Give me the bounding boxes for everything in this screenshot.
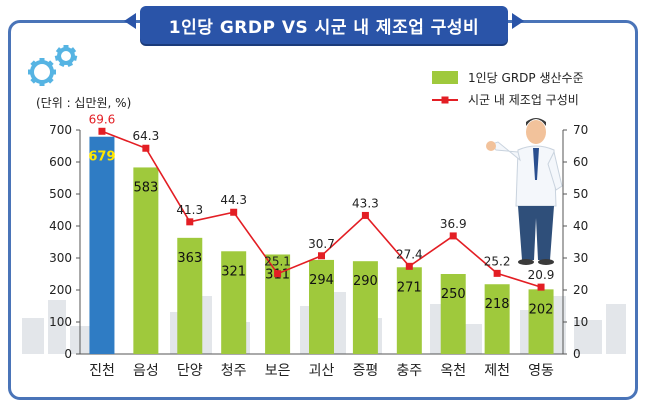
axes: 0 100 200 300 400 500 600 700 0 10 20 30 40 50 60 70 진천 음… (49, 123, 588, 379)
skyline-building (48, 300, 66, 354)
line-point (98, 127, 106, 135)
gear-icon (54, 45, 78, 67)
line-data-label: 25.1 (264, 255, 291, 269)
y-left-tick-label: 500 (49, 187, 72, 201)
line-data-label: 27.4 (396, 247, 423, 261)
y-right-tick-label: 40 (573, 219, 588, 233)
x-tick-label: 영동 (528, 363, 554, 379)
bar (396, 267, 422, 354)
y-left-tick-label: 400 (49, 219, 72, 233)
y-left-tick-label: 100 (49, 315, 72, 329)
bar-data-label: 679 (88, 150, 115, 165)
legend-label-line: 시군 내 제조업 구성비 (468, 93, 579, 107)
x-tick-label: 음성 (133, 363, 159, 379)
line-point (318, 252, 325, 260)
line-point (405, 262, 413, 270)
line-series: 69.6 64.3 41.3 44.3 25.1 30.7 43.3 27.4 36.9 25.2… (89, 112, 555, 291)
y-right-tick-label: 50 (573, 187, 588, 201)
skyline-building (574, 320, 602, 354)
bar (309, 259, 334, 354)
line-data-label: 64.3 (133, 129, 160, 143)
line-data-label: 30.7 (308, 237, 335, 251)
y-right-tick-label: 70 (573, 123, 588, 137)
bar-data-label: 294 (309, 273, 334, 288)
y-left-tick-label: 0 (64, 347, 72, 361)
bar-data-label: 250 (441, 287, 466, 302)
line-point (186, 218, 194, 226)
y-left-tick-label: 200 (49, 283, 72, 297)
skyline-building (22, 318, 44, 354)
x-tick-label: 진천 (89, 363, 115, 379)
x-tick-label: 단양 (177, 363, 203, 379)
line-data-label: 20.9 (528, 268, 555, 282)
y-right-tick-label: 30 (573, 251, 588, 265)
unit-label: (단위 : 십만원, %) (36, 96, 131, 110)
skyline-building (606, 304, 626, 354)
line-point (230, 208, 238, 216)
businessman-illustration (486, 118, 563, 265)
bar-data-label: 271 (397, 280, 422, 295)
banner-left-arrow (124, 13, 136, 29)
x-tick-label: 제천 (484, 363, 510, 379)
y-right-tick-label: 60 (573, 155, 588, 169)
banner-right-arrow (512, 13, 524, 29)
bar (133, 167, 159, 354)
bar-data-label: 218 (485, 297, 510, 312)
line-point (274, 270, 282, 278)
y-right-tick-label: 20 (573, 283, 588, 297)
bar-series: 679583363321311294290271250218202 (88, 136, 554, 354)
line-point (537, 283, 545, 291)
line-point (361, 211, 369, 219)
gears-icon (28, 45, 78, 86)
bar-data-label: 290 (353, 274, 378, 289)
bar (221, 251, 247, 354)
line-data-label: 41.3 (176, 203, 203, 217)
line-data-label: 44.3 (220, 193, 247, 207)
chart-title: 1인당 GRDP VS 시군 내 제조업 구성비 (140, 6, 508, 44)
bar (177, 237, 203, 354)
x-tick-label: 보은 (265, 363, 291, 379)
y-right-tick-label: 0 (573, 347, 581, 361)
line-point (142, 144, 150, 152)
x-tick-label: 괴산 (309, 363, 335, 379)
line-data-label: 43.3 (352, 196, 379, 210)
legend-marker (441, 96, 449, 104)
x-tick-label: 청주 (221, 363, 247, 379)
bar-data-label: 583 (133, 180, 158, 195)
line-point (493, 269, 501, 277)
y-left-tick-label: 300 (49, 251, 72, 265)
bar-data-label: 363 (177, 251, 202, 266)
bar (440, 274, 466, 354)
y-left-tick-label: 700 (49, 123, 72, 137)
legend-label-bar: 1인당 GRDP 생산수준 (468, 71, 584, 85)
gear-icon (28, 58, 56, 86)
bar-data-label: 202 (529, 302, 554, 317)
x-tick-label: 충주 (396, 363, 422, 379)
y-left-tick-label: 600 (49, 155, 72, 169)
y-right-tick-label: 10 (573, 315, 588, 329)
line-data-label: 69.6 (89, 112, 116, 126)
line-data-label: 36.9 (440, 217, 467, 231)
bar (484, 284, 510, 354)
bar (89, 136, 115, 354)
bar (528, 289, 554, 354)
x-tick-label: 증평 (353, 363, 379, 379)
line-point (449, 232, 457, 240)
bar (352, 261, 378, 354)
legend-swatch-bar (432, 71, 458, 84)
x-tick-label: 옥천 (440, 363, 466, 379)
line-data-label: 25.2 (484, 254, 511, 268)
bar-data-label: 321 (221, 264, 246, 279)
